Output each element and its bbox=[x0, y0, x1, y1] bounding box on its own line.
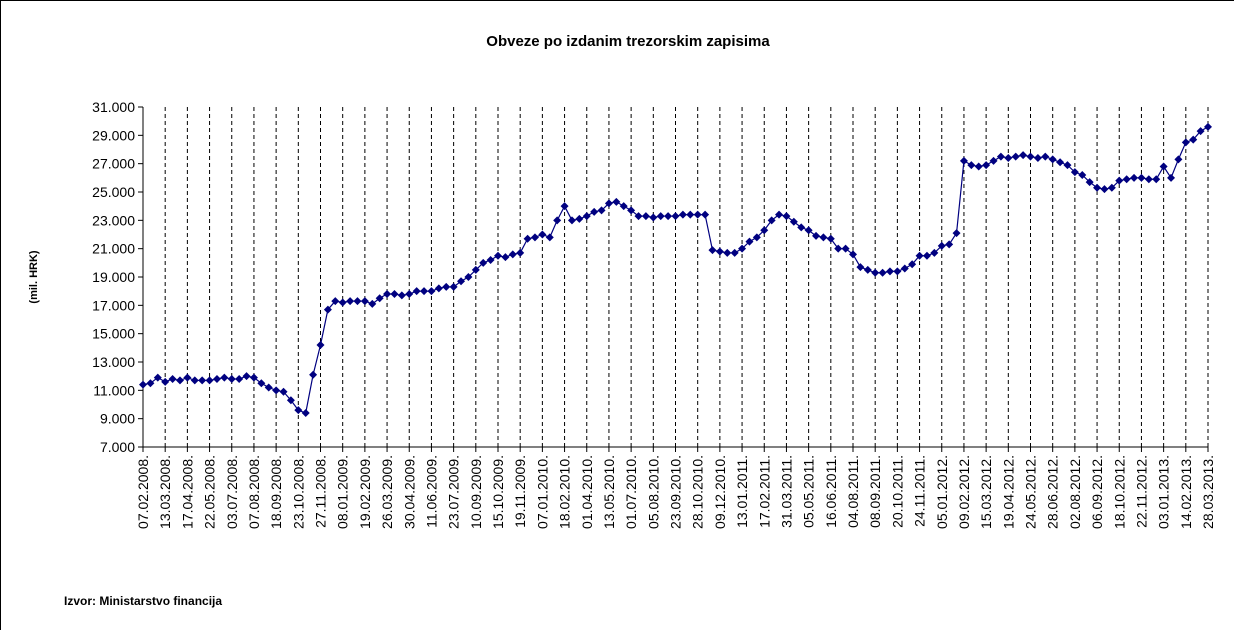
x-tick-label: 07.08.2008. bbox=[246, 455, 262, 529]
x-tick-label: 05.08.2010. bbox=[645, 455, 661, 529]
x-tick-label: 01.04.2010. bbox=[579, 455, 595, 529]
x-tick-label: 04.08.2011. bbox=[845, 455, 861, 528]
x-tick-label: 11.06.2009. bbox=[423, 455, 439, 528]
x-tick-label: 08.09.2011. bbox=[867, 455, 883, 528]
x-tick-label: 23.10.2008. bbox=[290, 455, 306, 529]
y-tick-label: 23.000 bbox=[92, 212, 135, 228]
x-tick-label: 18.02.2010. bbox=[557, 455, 573, 529]
y-tick-label: 21.000 bbox=[92, 241, 135, 257]
x-tick-label: 07.01.2010. bbox=[534, 455, 550, 529]
x-tick-label: 28.03.2013. bbox=[1200, 455, 1216, 529]
x-tick-label: 23.07.2009. bbox=[446, 455, 462, 529]
x-tick-label: 16.06.2011. bbox=[823, 455, 839, 528]
y-tick-label: 11.000 bbox=[93, 382, 135, 398]
x-tick-label: 09.12.2010. bbox=[712, 455, 728, 529]
y-tick-label: 7.000 bbox=[100, 439, 135, 455]
y-tick-label: 17.000 bbox=[92, 297, 135, 313]
x-tick-label: 24.05.2012. bbox=[1023, 455, 1039, 529]
x-tick-label: 01.07.2010. bbox=[623, 455, 639, 529]
x-tick-label: 17.02.2011. bbox=[756, 455, 772, 528]
y-tick-label: 29.000 bbox=[92, 127, 135, 143]
y-tick-label: 13.000 bbox=[92, 354, 135, 370]
y-tick-label: 25.000 bbox=[92, 184, 135, 200]
x-tick-label: 13.03.2008. bbox=[157, 455, 173, 529]
x-tick-label: 15.03.2012. bbox=[978, 455, 994, 529]
x-tick-label: 13.05.2010. bbox=[601, 455, 617, 529]
x-tick-label: 03.01.2013. bbox=[1156, 455, 1172, 529]
x-tick-label: 31.03.2011. bbox=[778, 455, 794, 528]
y-tick-label: 19.000 bbox=[92, 269, 135, 285]
x-tick-label: 20.10.2011. bbox=[889, 455, 905, 528]
x-tick-label: 17.04.2008. bbox=[179, 455, 195, 529]
x-tick-label: 02.08.2012. bbox=[1067, 455, 1083, 529]
y-tick-label: 9.000 bbox=[100, 411, 135, 427]
x-tick-label: 28.06.2012. bbox=[1045, 455, 1061, 529]
x-tick-label: 24.11.2011. bbox=[912, 455, 928, 527]
x-tick-label: 05.05.2011. bbox=[801, 455, 817, 528]
x-tick-label: 28.10.2010. bbox=[690, 455, 706, 529]
x-tick-label: 30.04.2009. bbox=[401, 455, 417, 529]
x-tick-label: 13.01.2011. bbox=[734, 455, 750, 528]
x-tick-label: 18.09.2008. bbox=[268, 455, 284, 529]
x-tick-label: 19.11.2009. bbox=[512, 455, 528, 528]
x-tick-label: 27.11.2008. bbox=[313, 455, 329, 528]
x-tick-label: 19.04.2012. bbox=[1000, 455, 1016, 529]
y-axis-label: (mil. HRK) bbox=[28, 250, 40, 304]
x-tick-label: 14.02.2013. bbox=[1178, 455, 1194, 529]
x-tick-label: 05.01.2012. bbox=[934, 455, 950, 529]
x-tick-label: 10.09.2009. bbox=[468, 455, 484, 529]
x-tick-label: 23.09.2010. bbox=[668, 455, 684, 529]
y-tick-label: 31.000 bbox=[92, 99, 135, 115]
y-tick-label: 27.000 bbox=[92, 156, 135, 172]
source-note: Izvor: Ministarstvo financija bbox=[64, 594, 222, 608]
x-tick-label: 06.09.2012. bbox=[1089, 455, 1105, 529]
x-tick-label: 22.11.2012. bbox=[1133, 455, 1149, 528]
x-tick-label: 03.07.2008. bbox=[224, 455, 240, 529]
y-tick-label: 15.000 bbox=[92, 326, 135, 342]
x-tick-label: 15.10.2009. bbox=[490, 455, 506, 529]
x-tick-label: 09.02.2012. bbox=[956, 455, 972, 529]
chart-title: Obveze po izdanim trezorskim zapisima bbox=[486, 33, 770, 50]
x-tick-label: 08.01.2009. bbox=[335, 455, 351, 529]
x-tick-label: 19.02.2009. bbox=[357, 455, 373, 529]
x-tick-label: 18.10.2012. bbox=[1111, 455, 1127, 529]
x-tick-label: 26.03.2009. bbox=[379, 455, 395, 529]
x-tick-label: 22.05.2008. bbox=[202, 455, 218, 529]
x-tick-label: 07.02.2008. bbox=[135, 455, 151, 529]
